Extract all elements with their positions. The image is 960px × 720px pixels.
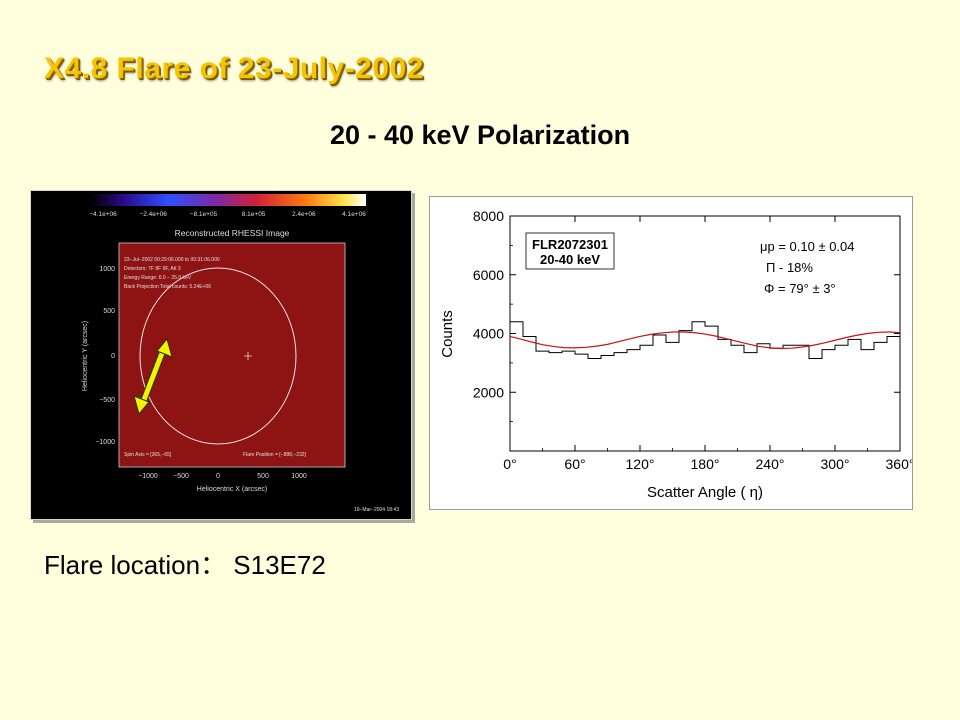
fit-parameters-box: μp = 0.10 ± 0.04 Π - 18% Φ = 79° ± 3° (752, 233, 870, 299)
info-line: Back Projection Total counts: 5.24E+06 (124, 284, 211, 290)
image-x-tick: −500 (173, 473, 189, 480)
image-y-tick: −500 (99, 397, 115, 404)
y-tick-label: 4000 (473, 326, 504, 342)
rhessi-image (119, 243, 345, 467)
info-line: Energy Range: 6.0 − 25.0 keV (124, 275, 192, 281)
spin-axis-text: Spin Axis = [365,−65] (124, 452, 172, 458)
image-plot-title: Reconstructed RHESSI Image (175, 228, 290, 238)
image-x-tick: 500 (257, 473, 269, 480)
info-line: 23−Jul−2002 00:29:06.000 to 00:31:06.000 (124, 257, 220, 263)
x-tick-label: 300° (821, 456, 850, 472)
modulation-param: μp = 0.10 ± 0.04 (760, 239, 855, 254)
fit-curve (509, 331, 901, 350)
image-xlabel: Heliocentric X (arcsec) (197, 486, 267, 493)
image-ylabel: Heliocentric Y (arcsec) (82, 321, 89, 391)
x-tick-label: 0° (503, 456, 516, 472)
slide-subtitle: 20 - 40 keV Polarization (329, 120, 631, 150)
spin-axis-marker (244, 352, 252, 360)
image-x-tick: −1000 (138, 473, 158, 480)
y-tick-label: 6000 (473, 267, 504, 283)
image-footer-date: 19−Mar−2004 18:43 (354, 507, 399, 513)
rhessi-image-panel: −4.1e+06 −2.4e+06 −8.1e+05 8.1e+05 2.4e+06 4.… (30, 190, 412, 520)
run-id-text: FLR2072301 (532, 237, 608, 252)
colorbar-tick-label: −8.1e+05 (190, 211, 218, 218)
polarization-param: Π - 18% (766, 260, 813, 275)
x-tick-label: 120° (626, 456, 655, 472)
y-tick-label: 8000 (473, 208, 504, 224)
slide-title: X4.8 Flare of 23-July-2002 (44, 52, 424, 85)
image-y-tick: 500 (103, 308, 115, 315)
energy-range-text: 20-40 keV (540, 252, 600, 267)
polarization-chart-panel: 2000 4000 6000 8000 0° 60° 120° 180° 240° 300° 36… (429, 196, 913, 510)
colorbar-tick-label: 4.1e+06 (342, 211, 366, 218)
angle-param: Φ = 79° ± 3° (764, 281, 836, 296)
x-tick-label: 60° (564, 456, 585, 472)
image-y-tick: 0 (111, 353, 115, 360)
chart-ylabel: Counts (439, 310, 456, 358)
run-label-box: FLR2072301 20-40 keV (525, 232, 615, 270)
image-y-tick: −1000 (95, 439, 115, 446)
flare-location-label: Flare location： S13E72 (44, 550, 326, 580)
x-tick-label: 240° (756, 456, 785, 472)
image-x-tick: 1000 (291, 473, 307, 480)
info-line: Detectors: 7F 8F 9F, Att 3 (124, 266, 181, 272)
image-x-tick: 0 (216, 473, 220, 480)
counts-histogram (510, 321, 900, 359)
colorbar (91, 194, 366, 206)
flare-position-text: Flare Position = [−888,−232] (243, 452, 307, 458)
x-tick-label: 180° (691, 456, 720, 472)
x-tick-label: 360° (886, 456, 912, 472)
chart-xlabel: Scatter Angle ( η) (647, 484, 763, 501)
colorbar-tick-label: 8.1e+05 (242, 211, 266, 218)
y-tick-label: 2000 (473, 384, 504, 400)
colorbar-tick-label: −4.1e+06 (89, 211, 117, 218)
image-y-tick: 1000 (99, 266, 115, 273)
colorbar-tick-label: 2.4e+06 (292, 211, 316, 218)
solar-disk-outline (139, 267, 297, 445)
colorbar-tick-label: −2.4e+06 (139, 211, 167, 218)
polarization-direction-arrow (133, 337, 173, 416)
